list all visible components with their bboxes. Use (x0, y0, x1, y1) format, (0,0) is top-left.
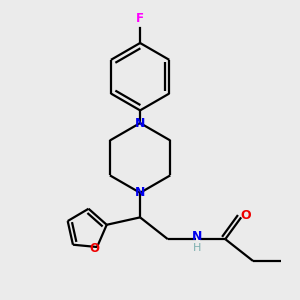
Text: O: O (89, 242, 99, 256)
Text: F: F (136, 12, 144, 25)
Text: N: N (135, 186, 145, 199)
Text: H: H (194, 243, 202, 253)
Text: N: N (135, 117, 145, 130)
Text: O: O (241, 209, 251, 222)
Text: N: N (192, 230, 203, 243)
